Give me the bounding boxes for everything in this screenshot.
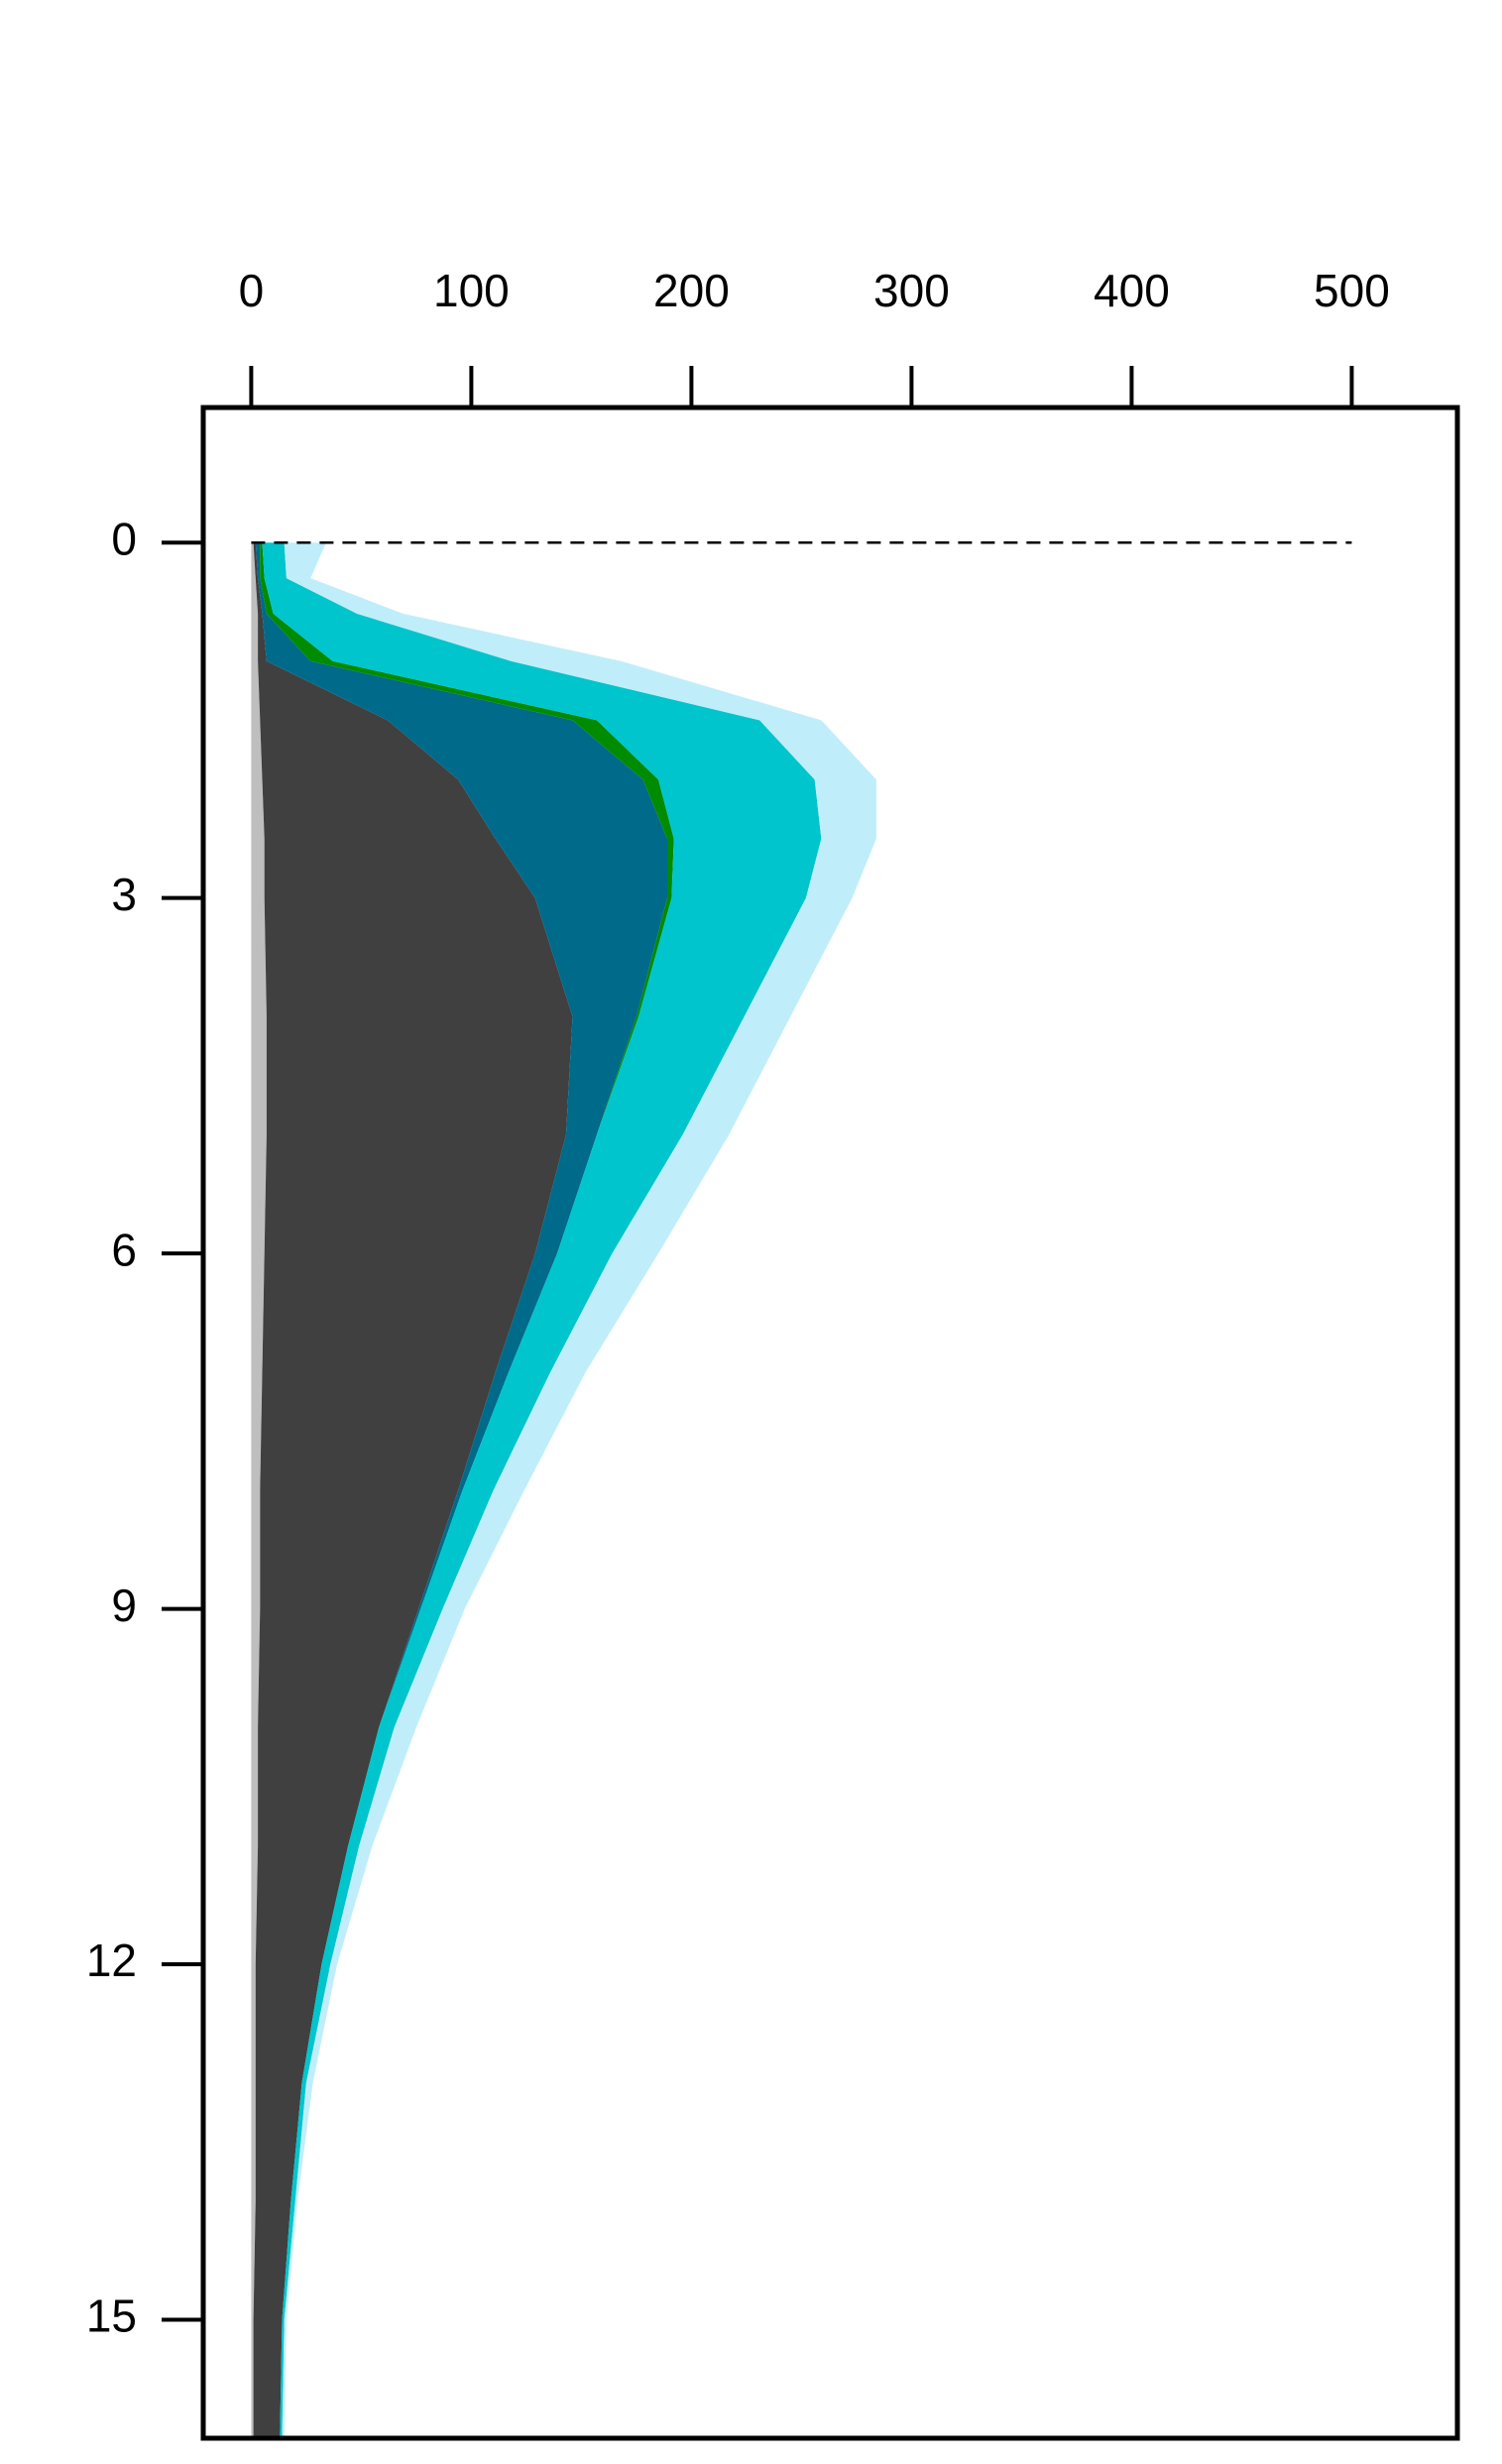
y-tick-label: 6 [111, 1224, 137, 1275]
y-tick-label: 15 [86, 2290, 137, 2342]
stacked-area [282, 542, 876, 2438]
stacked-area [255, 542, 667, 2438]
x-tick-label: 100 [433, 265, 510, 316]
x-tick-label: 300 [873, 265, 950, 316]
plot-area [251, 542, 876, 2438]
y-tick-label: 9 [111, 1580, 137, 1631]
stacked-area [253, 542, 573, 2438]
stacked-area [262, 542, 822, 2438]
plot-frame [200, 405, 1460, 2441]
y-tick-label: 0 [111, 513, 137, 564]
x-tick-label: 200 [653, 265, 730, 316]
y-tick-label: 12 [86, 1935, 137, 1986]
y-tick-label: 3 [111, 869, 137, 920]
x-tick-label: 400 [1094, 265, 1170, 316]
x-tick-label: 0 [239, 265, 265, 316]
x-tick-label: 500 [1314, 265, 1390, 316]
stacked-area [251, 542, 267, 2438]
